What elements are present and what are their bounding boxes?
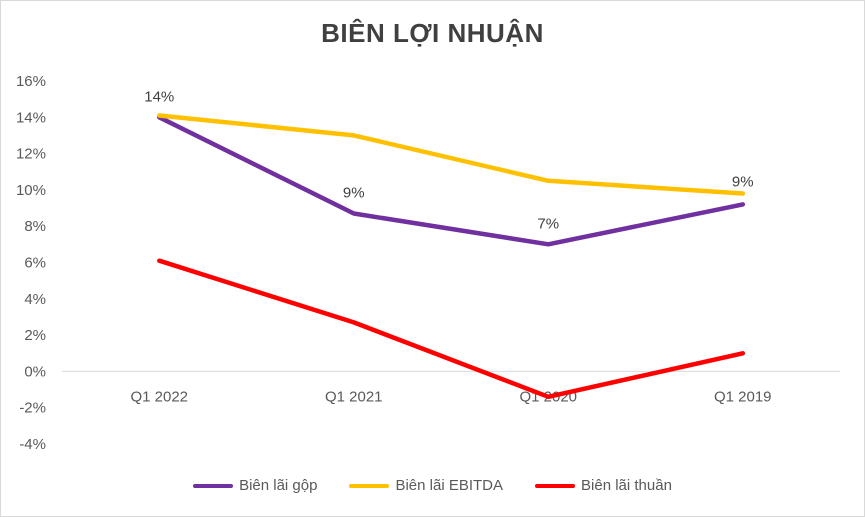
y-tick-label: 12% (16, 146, 46, 163)
y-tick-label: 8% (24, 218, 46, 235)
x-axis-ticks: Q1 2022 Q1 2021 Q1 2020 Q1 2019 (130, 388, 771, 405)
legend-label: Biên lãi EBITDA (395, 477, 504, 494)
chart-legend: Biên lãi gộp Biên lãi EBITDA Biên lãi thuầ… (0, 477, 865, 494)
legend-item-3: Biên lãi thuần (535, 477, 672, 494)
y-tick-label: -2% (19, 400, 46, 417)
data-label: 9% (732, 173, 754, 190)
x-tick-label: Q1 2021 (325, 388, 383, 405)
data-labels: 14% 9% 7% 9% (144, 88, 753, 232)
y-tick-label: 16% (16, 73, 46, 90)
series-lines (157, 113, 746, 400)
series-line-1 (157, 115, 746, 247)
legend-swatch (193, 483, 234, 488)
y-axis-ticks: -4% -2% 0% 2% 4% 6% 8% 10% 12% 14% 16% (16, 73, 46, 453)
legend-item-2: Biên lãi EBITDA (349, 477, 503, 494)
x-tick-label: Q1 2019 (714, 388, 772, 405)
data-label: 14% (144, 88, 174, 105)
legend-item-1: Biên lãi gộp (193, 477, 317, 494)
y-tick-label: 4% (24, 291, 46, 308)
y-tick-label: 10% (16, 182, 46, 199)
y-tick-label: 2% (24, 327, 46, 344)
chart-title: BIÊN LỢI NHUẬN (321, 18, 544, 48)
legend-label: Biên lãi thuần (581, 477, 672, 494)
y-tick-label: -4% (19, 436, 46, 453)
data-label: 7% (537, 215, 559, 232)
series-line-3 (157, 258, 746, 400)
data-label: 9% (343, 184, 365, 201)
y-tick-label: 6% (24, 255, 46, 272)
series-line-2 (157, 113, 746, 196)
legend-swatch (349, 483, 390, 488)
y-tick-label: 0% (24, 363, 46, 380)
x-tick-label: Q1 2022 (130, 388, 188, 405)
legend-swatch (535, 483, 576, 488)
legend-label: Biên lãi gộp (239, 477, 318, 494)
y-tick-label: 14% (16, 109, 46, 126)
